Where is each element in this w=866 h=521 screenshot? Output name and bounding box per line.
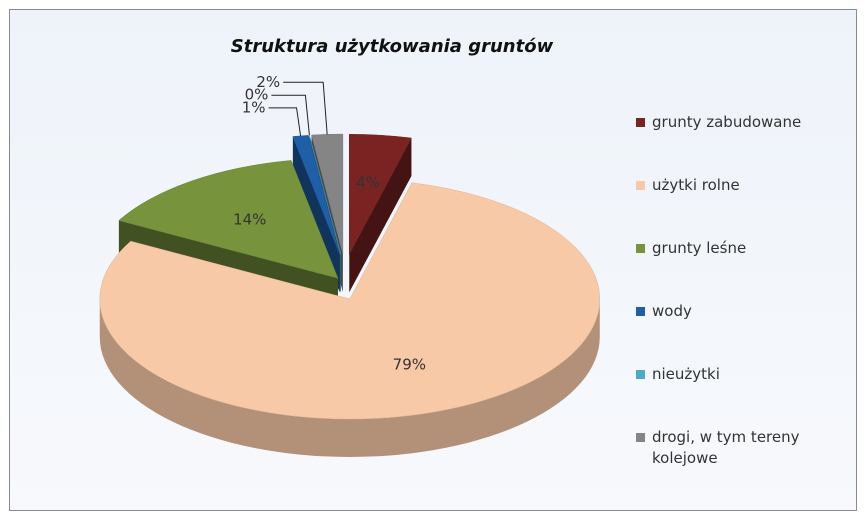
- legend-label: drogi, w tym tereny kolejowe: [652, 428, 800, 467]
- legend-label: nieużytki: [652, 365, 720, 383]
- legend-label: użytki rolne: [652, 176, 740, 194]
- legend-entry: drogi, w tym tereny kolejowe: [636, 427, 846, 469]
- data-label: 0%: [245, 86, 269, 104]
- chart-title: Struktura użytkowania gruntów: [231, 36, 554, 57]
- legend-swatch: [636, 118, 645, 127]
- legend-entry: nieużytki: [636, 364, 846, 385]
- legend-entry: grunty zabudowane: [636, 112, 846, 133]
- data-label: 1%: [242, 98, 266, 116]
- leader-line: [283, 81, 328, 135]
- data-label: 14%: [233, 211, 266, 229]
- pie-slice: [99, 182, 600, 420]
- pie-slice: [118, 160, 339, 279]
- leader-line: [271, 94, 310, 136]
- legend-entry: wody: [636, 301, 846, 322]
- legend-swatch: [636, 307, 645, 316]
- legend-label: grunty leśne: [652, 239, 747, 257]
- legend-swatch: [636, 181, 645, 190]
- pie-tops: [99, 133, 600, 420]
- data-label: 79%: [393, 356, 426, 374]
- legend-swatch: [636, 244, 645, 253]
- pie-outer-wall: [99, 299, 600, 458]
- pie-slice: [292, 135, 340, 255]
- pie-slice: [349, 134, 412, 255]
- legend-label: wody: [652, 302, 692, 320]
- pie-radial-wall: [349, 138, 412, 293]
- legend-entry: grunty leśne: [636, 238, 846, 259]
- legend-entry: użytki rolne: [636, 175, 846, 196]
- leader-line: [268, 107, 302, 136]
- data-label: 4%: [356, 173, 380, 191]
- legend-label: grunty zabudowane: [652, 113, 802, 131]
- data-label: 2%: [256, 73, 280, 91]
- legend-swatch: [636, 433, 645, 442]
- legend-swatch: [636, 370, 645, 379]
